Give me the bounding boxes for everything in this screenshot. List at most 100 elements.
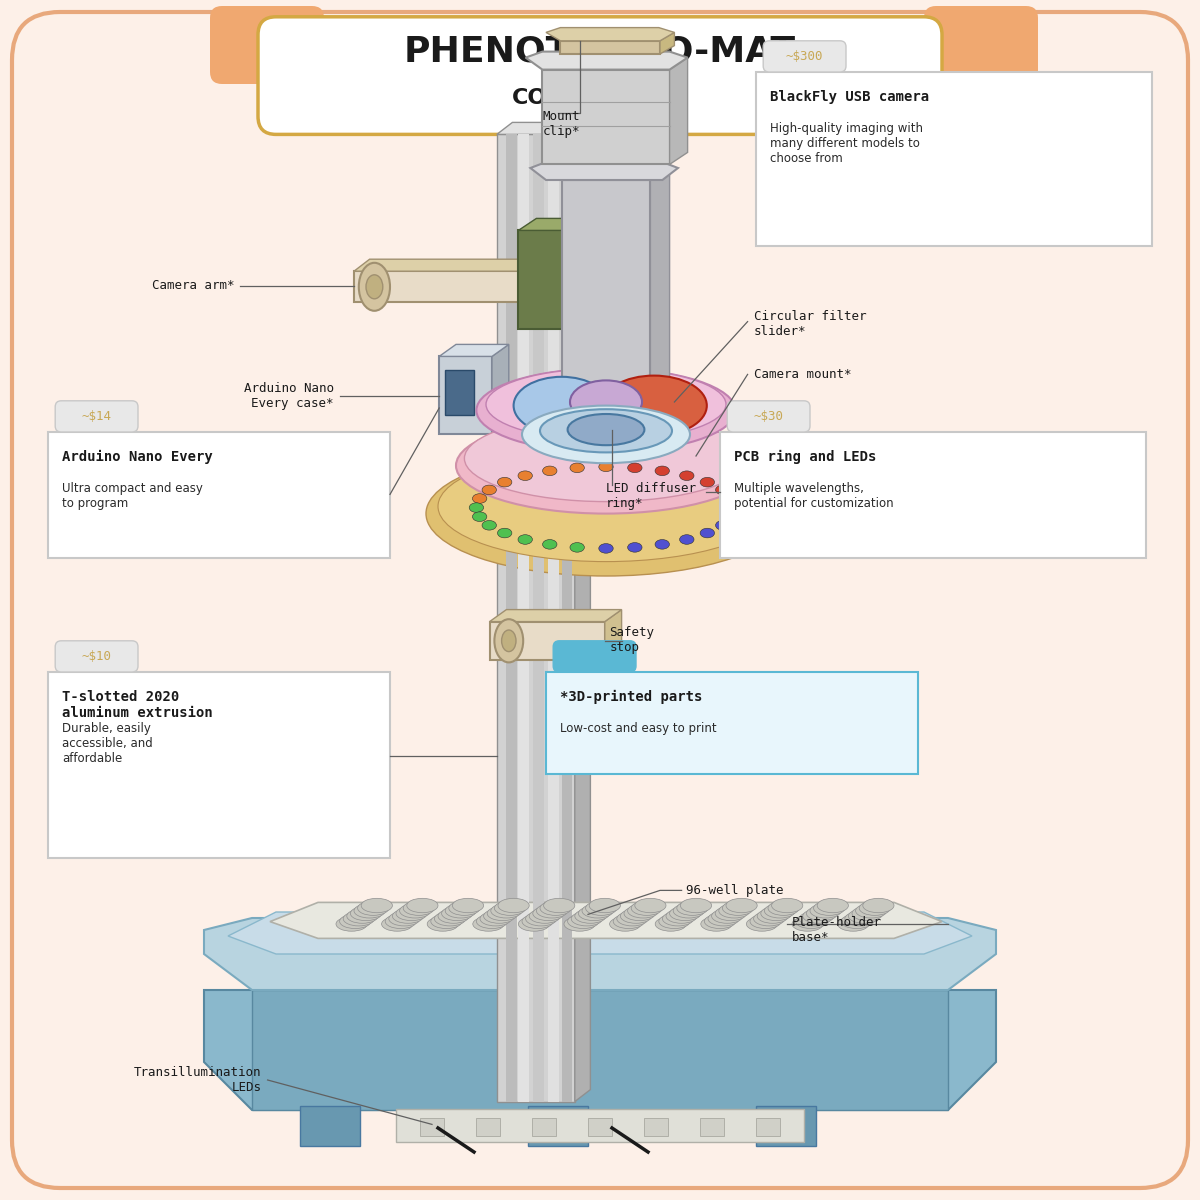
Ellipse shape (796, 914, 827, 929)
Ellipse shape (452, 899, 484, 913)
Ellipse shape (350, 906, 382, 920)
Polygon shape (756, 1118, 780, 1136)
FancyBboxPatch shape (48, 672, 390, 858)
Text: Multiple wavelengths,
potential for customization: Multiple wavelengths, potential for cust… (734, 482, 894, 510)
Ellipse shape (852, 906, 883, 920)
Ellipse shape (536, 904, 568, 918)
Polygon shape (650, 168, 670, 410)
Text: PHENOTYPE-O-MAT: PHENOTYPE-O-MAT (404, 35, 796, 68)
Ellipse shape (476, 914, 508, 929)
Ellipse shape (666, 908, 697, 923)
Ellipse shape (396, 906, 427, 920)
Ellipse shape (469, 503, 484, 512)
FancyBboxPatch shape (924, 6, 1038, 84)
Ellipse shape (343, 912, 374, 926)
Ellipse shape (662, 912, 694, 926)
Ellipse shape (568, 414, 644, 445)
Polygon shape (420, 1118, 444, 1136)
Polygon shape (528, 1106, 588, 1146)
Ellipse shape (722, 901, 754, 916)
Text: ~$14: ~$14 (82, 410, 112, 422)
Ellipse shape (655, 917, 686, 931)
Ellipse shape (670, 906, 701, 920)
Text: LED diffuser
ring*: LED diffuser ring* (606, 482, 696, 510)
Ellipse shape (578, 906, 610, 920)
Ellipse shape (628, 542, 642, 552)
Ellipse shape (628, 463, 642, 473)
Polygon shape (562, 180, 650, 410)
Ellipse shape (810, 904, 841, 918)
Text: High-quality imaging with
many different models to
choose from: High-quality imaging with many different… (770, 122, 924, 166)
Ellipse shape (725, 512, 739, 522)
Ellipse shape (522, 914, 553, 929)
Polygon shape (518, 218, 624, 230)
Ellipse shape (725, 493, 739, 503)
Text: Safety
stop: Safety stop (610, 625, 655, 654)
FancyBboxPatch shape (720, 432, 1146, 558)
Polygon shape (270, 902, 942, 938)
Ellipse shape (712, 908, 743, 923)
Ellipse shape (366, 275, 383, 299)
Ellipse shape (679, 470, 694, 480)
Ellipse shape (533, 906, 564, 920)
Ellipse shape (542, 540, 557, 550)
Ellipse shape (385, 914, 416, 929)
Ellipse shape (715, 485, 730, 494)
Polygon shape (546, 28, 674, 41)
Text: 96-well plate: 96-well plate (686, 884, 784, 896)
Ellipse shape (728, 503, 743, 512)
Ellipse shape (599, 544, 613, 553)
Ellipse shape (700, 528, 714, 538)
Text: COMPONENTS: COMPONENTS (512, 89, 688, 108)
FancyBboxPatch shape (12, 12, 1188, 1188)
Ellipse shape (582, 904, 613, 918)
Polygon shape (300, 1106, 360, 1146)
Ellipse shape (570, 463, 584, 473)
Ellipse shape (347, 908, 378, 923)
Text: ~$10: ~$10 (82, 650, 112, 662)
Ellipse shape (568, 914, 599, 929)
FancyBboxPatch shape (756, 72, 1152, 246)
Polygon shape (548, 134, 559, 1102)
Ellipse shape (442, 906, 473, 920)
Ellipse shape (859, 901, 890, 916)
FancyBboxPatch shape (727, 401, 810, 432)
Ellipse shape (518, 470, 533, 480)
Polygon shape (700, 1118, 724, 1136)
Ellipse shape (473, 917, 504, 931)
Ellipse shape (449, 901, 480, 916)
Polygon shape (542, 70, 670, 164)
Ellipse shape (680, 899, 712, 913)
Ellipse shape (764, 904, 796, 918)
Ellipse shape (570, 542, 584, 552)
Ellipse shape (772, 899, 803, 913)
Ellipse shape (480, 912, 511, 926)
Text: Low-cost and easy to print: Low-cost and easy to print (560, 722, 718, 736)
Polygon shape (204, 918, 996, 990)
Polygon shape (204, 990, 996, 1110)
Ellipse shape (426, 451, 786, 576)
Text: Arduino Nano
Every case*: Arduino Nano Every case* (244, 382, 334, 410)
Ellipse shape (746, 917, 778, 931)
Ellipse shape (498, 478, 512, 487)
Ellipse shape (814, 901, 845, 916)
Ellipse shape (526, 912, 557, 926)
Ellipse shape (473, 493, 487, 503)
Ellipse shape (792, 917, 823, 931)
Ellipse shape (768, 901, 799, 916)
Ellipse shape (856, 904, 887, 918)
Ellipse shape (431, 914, 462, 929)
Ellipse shape (586, 901, 617, 916)
Ellipse shape (542, 466, 557, 475)
Ellipse shape (540, 901, 571, 916)
Text: Arduino Nano Every: Arduino Nano Every (62, 450, 214, 464)
Polygon shape (497, 134, 575, 1102)
Ellipse shape (848, 908, 880, 923)
Ellipse shape (473, 512, 487, 522)
Ellipse shape (719, 904, 750, 918)
Ellipse shape (354, 904, 385, 918)
Polygon shape (490, 622, 605, 660)
Polygon shape (439, 356, 492, 434)
Polygon shape (354, 259, 586, 271)
FancyBboxPatch shape (763, 41, 846, 72)
